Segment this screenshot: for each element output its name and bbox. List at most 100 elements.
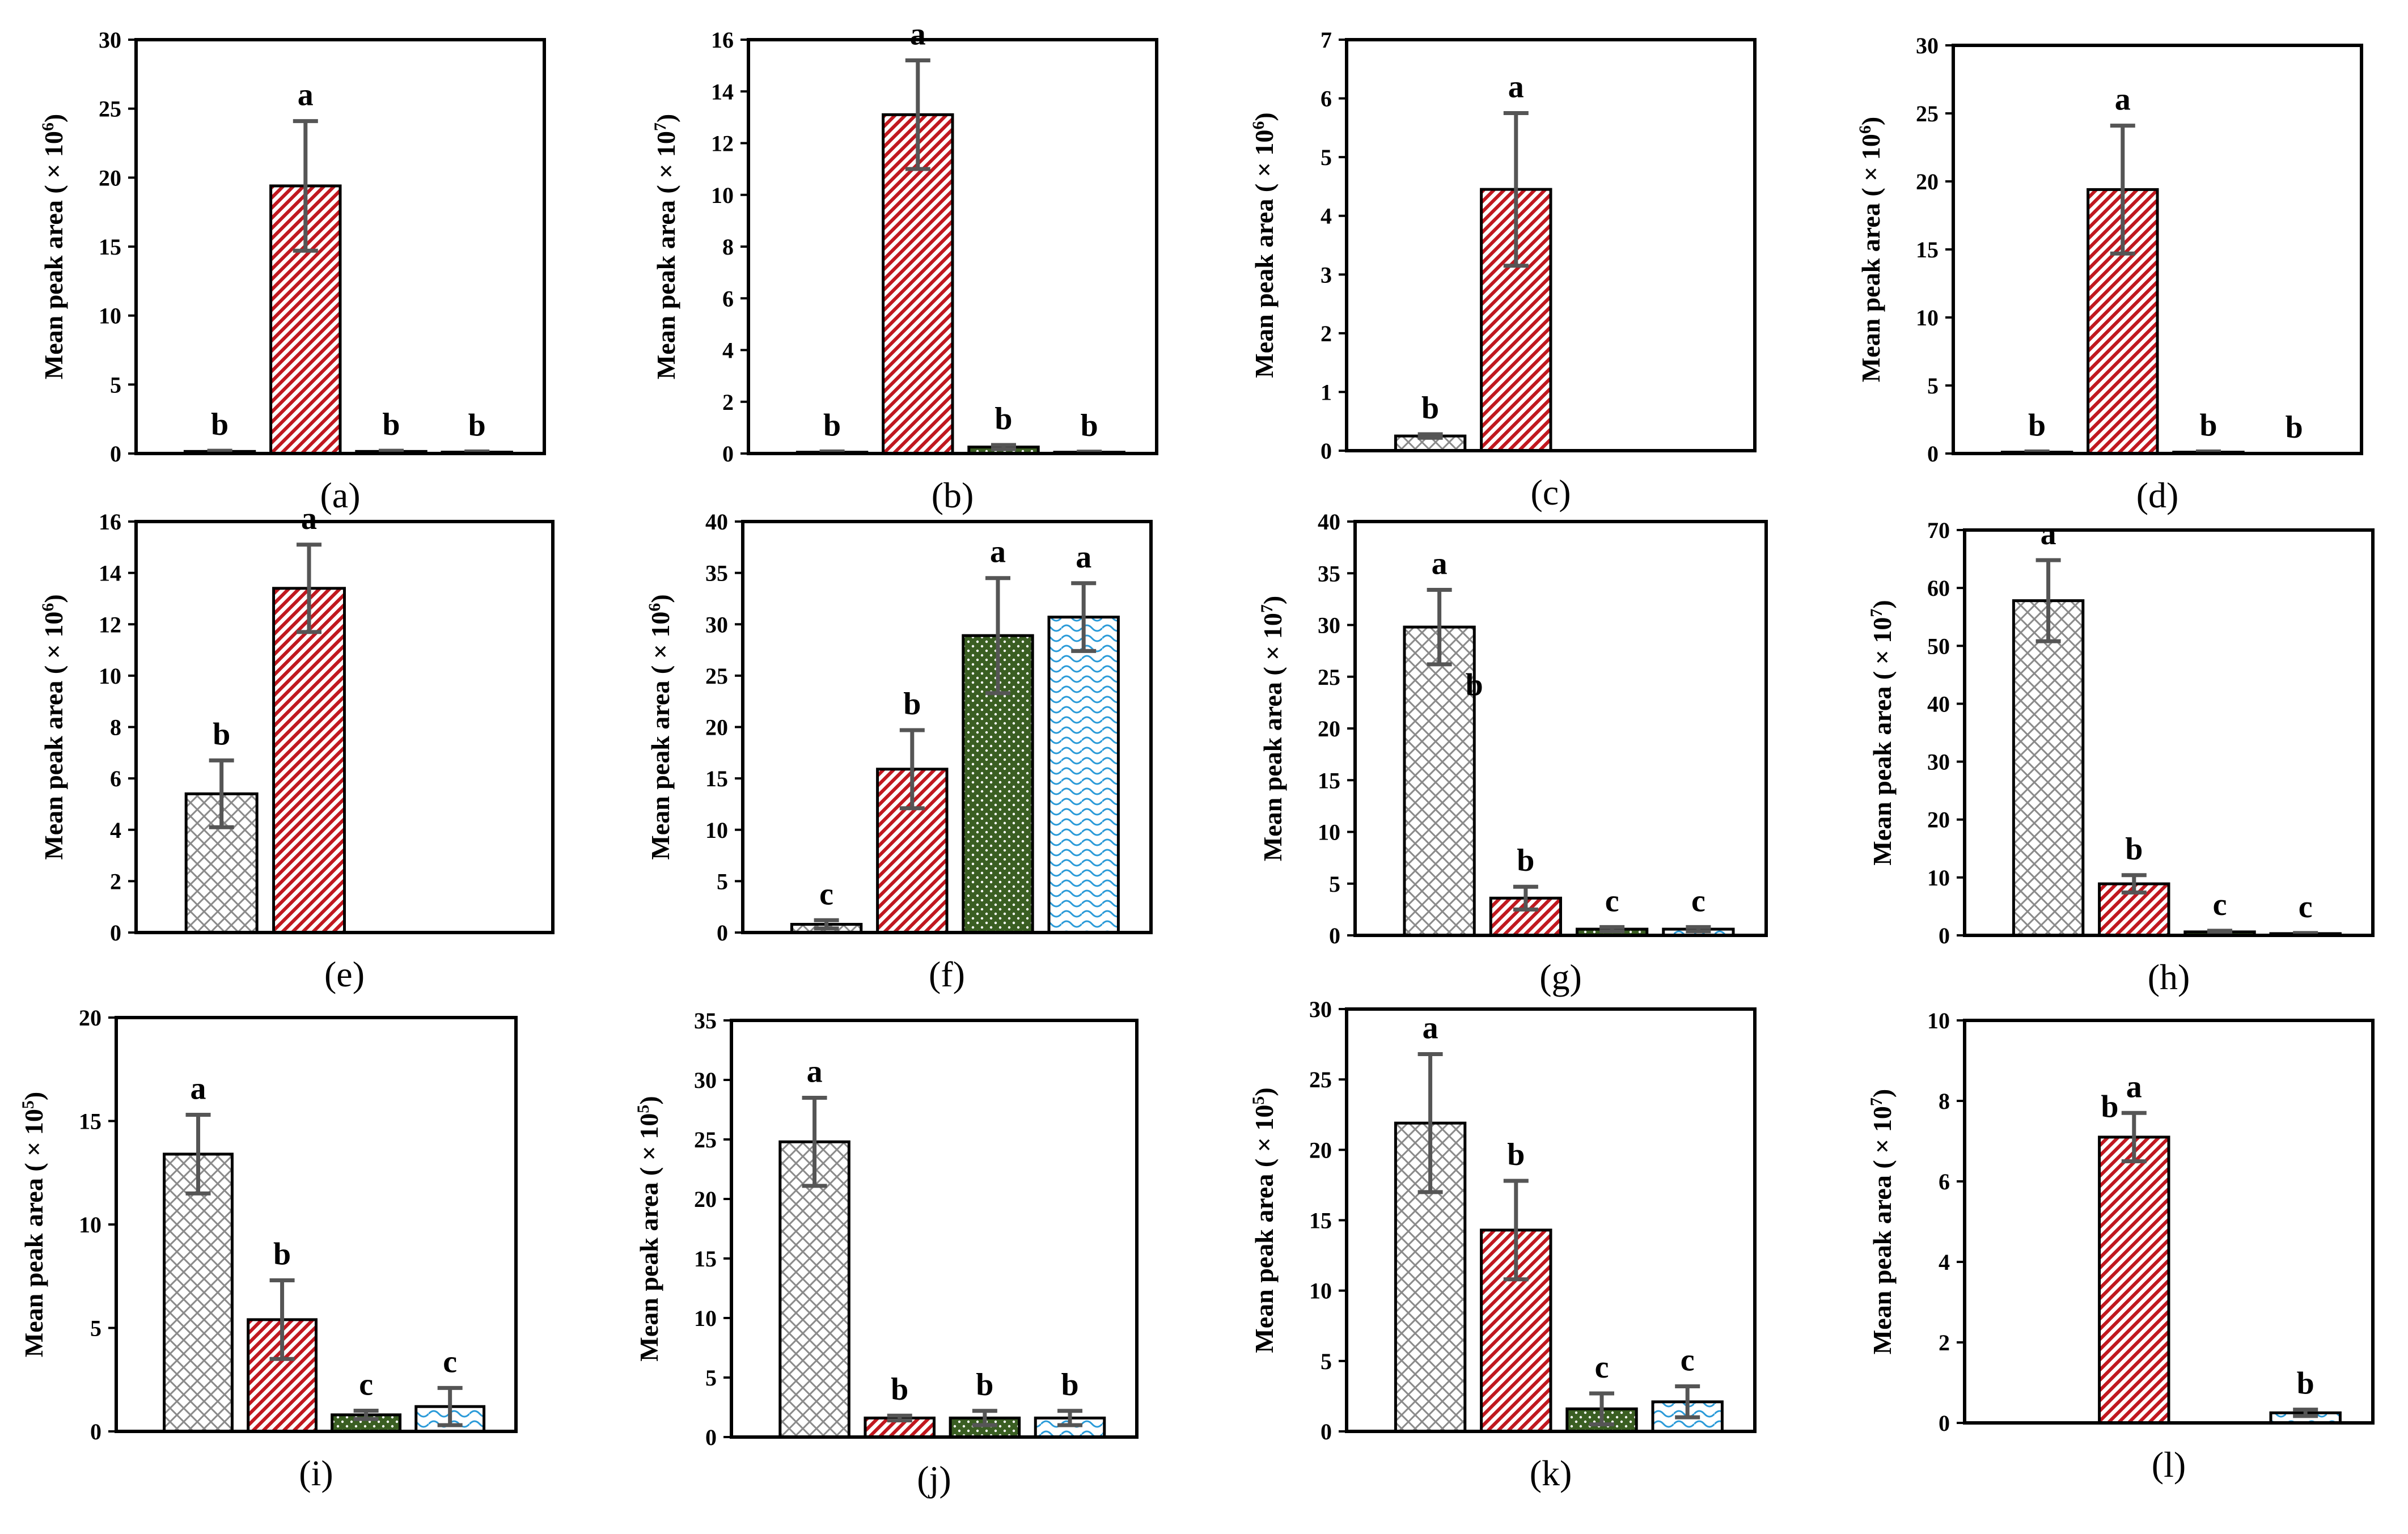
y-axis-title: Mean peak area ( × 106) bbox=[645, 594, 675, 859]
significance-letter: a bbox=[191, 1071, 206, 1107]
y-tick-label: 30 bbox=[705, 612, 728, 637]
y-tick-label: 6 bbox=[1939, 1169, 1950, 1194]
y-tick-label: 5 bbox=[1321, 1349, 1332, 1374]
significance-letter: b bbox=[891, 1372, 908, 1407]
y-tick-label: 15 bbox=[1318, 768, 1340, 793]
y-tick-label: 20 bbox=[1927, 807, 1950, 833]
significance-letter: b bbox=[1517, 843, 1534, 878]
y-tick-label: 12 bbox=[711, 131, 734, 156]
y-tick-label: 30 bbox=[1916, 33, 1939, 58]
y-tick-label: 4 bbox=[110, 817, 121, 843]
significance-letter: b bbox=[1421, 391, 1439, 426]
y-tick-label: 15 bbox=[1309, 1208, 1332, 1234]
significance-letter: b bbox=[2125, 832, 2143, 867]
y-tick-label: 35 bbox=[694, 1008, 717, 1033]
significance-letter: a bbox=[1508, 69, 1524, 104]
panel-label: (k) bbox=[1530, 1453, 1572, 1493]
y-axis-title: Mean peak area ( × 107) bbox=[651, 114, 680, 379]
y-tick-label: 10 bbox=[694, 1306, 717, 1331]
y-tick-label: 50 bbox=[1927, 633, 1950, 659]
y-tick-label: 1 bbox=[1321, 379, 1332, 405]
significance-letter: a bbox=[910, 17, 926, 52]
y-tick-label: 2 bbox=[1939, 1330, 1950, 1355]
significance-letter: a bbox=[1076, 540, 1091, 575]
y-tick-label: 2 bbox=[110, 868, 121, 894]
panel-i: a b c c 0 5 10 15 20 Mean peak area ( × 105) (i) bbox=[19, 1005, 518, 1493]
y-tick-label: 10 bbox=[1318, 820, 1340, 845]
panel-label: (e) bbox=[324, 954, 365, 994]
significance-letter: b bbox=[2199, 408, 2217, 443]
significance-letter-extra: b bbox=[2101, 1089, 2118, 1124]
y-tick-label: 0 bbox=[722, 441, 734, 467]
y-tick-label: 20 bbox=[694, 1186, 717, 1212]
significance-letter: b bbox=[273, 1237, 291, 1272]
y-tick-label: 6 bbox=[110, 766, 121, 791]
y-tick-label: 4 bbox=[1321, 204, 1332, 229]
y-axis-title: Mean peak area ( × 105) bbox=[634, 1096, 663, 1361]
panel-label: (a) bbox=[320, 475, 360, 515]
y-tick-label: 40 bbox=[1927, 691, 1950, 717]
y-tick-label: 40 bbox=[705, 509, 728, 535]
y-tick-label: 2 bbox=[1321, 321, 1332, 346]
y-tick-label: 0 bbox=[1321, 1419, 1332, 1444]
significance-letter: b bbox=[1507, 1137, 1525, 1172]
y-tick-label: 10 bbox=[79, 1212, 101, 1238]
y-tick-label: 10 bbox=[1927, 865, 1950, 891]
y-tick-label: 16 bbox=[711, 27, 734, 53]
y-axis-title: Mean peak area ( × 106) bbox=[1249, 112, 1279, 378]
y-tick-label: 4 bbox=[1939, 1249, 1950, 1275]
panel-j: a b b b 0 5 10 15 20 25 30 35 Mean peak area ( × 105… bbox=[634, 1008, 1139, 1499]
plot-frame bbox=[1345, 38, 1757, 452]
significance-letter: a bbox=[2126, 1069, 2142, 1104]
y-tick-label: 5 bbox=[1321, 145, 1332, 170]
significance-letter: b bbox=[2297, 1366, 2314, 1401]
plot-frame bbox=[1963, 528, 2375, 937]
y-tick-label: 40 bbox=[1318, 509, 1340, 535]
y-tick-label: 6 bbox=[1321, 86, 1332, 112]
significance-letter: c bbox=[2213, 887, 2227, 922]
y-tick-label: 15 bbox=[1916, 237, 1939, 262]
y-tick-label: 6 bbox=[722, 286, 734, 311]
significance-letter: c bbox=[1605, 883, 1619, 918]
y-tick-label: 35 bbox=[1318, 561, 1340, 586]
significance-letter: b bbox=[2286, 410, 2303, 445]
y-axis-title: Mean peak area ( × 106) bbox=[39, 594, 68, 859]
y-axis-title: Mean peak area ( × 107) bbox=[1258, 596, 1287, 861]
y-tick-label: 14 bbox=[99, 561, 121, 586]
panel-d: b a b b 0 5 10 15 20 25 30 Mean peak area ( × 106) (… bbox=[1856, 33, 2363, 515]
y-tick-label: 30 bbox=[99, 27, 121, 53]
y-tick-label: 8 bbox=[722, 234, 734, 260]
y-tick-label: 5 bbox=[717, 868, 728, 894]
y-tick-label: 25 bbox=[705, 663, 728, 689]
y-tick-label: 0 bbox=[1329, 923, 1340, 948]
panel-b: b a b b 0 2 4 6 8 10 12 14 16 Mean peak area ( × 107)… bbox=[651, 17, 1158, 515]
y-tick-label: 10 bbox=[1916, 305, 1939, 330]
significance-letter: a bbox=[2115, 82, 2131, 117]
y-tick-label: 30 bbox=[1309, 997, 1332, 1022]
bar-series-1 bbox=[2012, 599, 2085, 937]
significance-letter: b bbox=[1081, 408, 1098, 443]
significance-letter: a bbox=[1432, 546, 1448, 581]
significance-letter: a bbox=[807, 1054, 823, 1090]
y-tick-label: 25 bbox=[99, 96, 121, 122]
bar-series-1 bbox=[163, 1152, 234, 1433]
panel-c: b a 0 1 2 3 4 5 6 7 Mean peak area ( × 106) (c) bbox=[1249, 27, 1757, 512]
y-tick-label: 5 bbox=[1927, 373, 1939, 399]
y-axis-title: Mean peak area ( × 106) bbox=[39, 114, 68, 379]
y-axis-title: Mean peak area ( × 105) bbox=[1249, 1087, 1279, 1353]
y-tick-label: 20 bbox=[1318, 716, 1340, 741]
significance-letter: c bbox=[1691, 883, 1706, 918]
panel-h: a b c c 0 10 20 30 40 50 60 70 Mean peak area ( × 10… bbox=[1867, 516, 2375, 997]
bar-series-1 bbox=[778, 1140, 850, 1439]
y-tick-label: 25 bbox=[1318, 664, 1340, 690]
y-tick-label: 0 bbox=[1927, 441, 1939, 467]
y-tick-label: 20 bbox=[1916, 169, 1939, 194]
panel-k: a b c c 0 5 10 15 20 25 30 Mean peak area ( × 105) (… bbox=[1249, 997, 1757, 1493]
y-tick-label: 10 bbox=[711, 183, 734, 208]
significance-letter: b bbox=[976, 1367, 993, 1402]
panel-g: a b c c b 0 5 10 15 20 25 30 35 40 Mean peak area ( × … bbox=[1258, 509, 1768, 997]
y-tick-label: 25 bbox=[1916, 101, 1939, 126]
y-tick-label: 12 bbox=[99, 612, 121, 637]
significance-letter: a bbox=[301, 501, 317, 536]
panel-f: c b a a 0 5 10 15 20 25 30 35 40 Mean peak area ( × 1… bbox=[645, 509, 1153, 994]
